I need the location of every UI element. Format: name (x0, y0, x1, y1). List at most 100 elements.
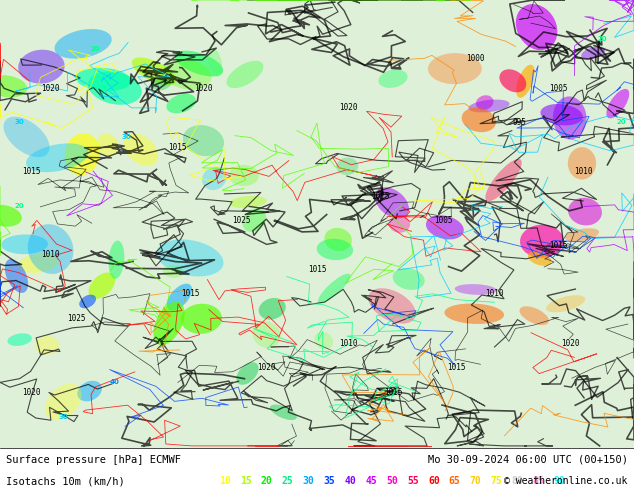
Text: 20: 20 (14, 203, 24, 209)
Text: 1010: 1010 (485, 290, 504, 298)
Ellipse shape (167, 284, 192, 311)
Ellipse shape (18, 49, 65, 84)
Ellipse shape (455, 284, 496, 295)
Ellipse shape (28, 224, 74, 274)
Text: 45: 45 (365, 476, 377, 486)
Ellipse shape (375, 187, 409, 219)
Ellipse shape (123, 133, 158, 166)
Ellipse shape (79, 294, 96, 308)
Text: 20: 20 (616, 120, 626, 125)
Ellipse shape (270, 405, 297, 420)
Ellipse shape (89, 272, 115, 299)
Ellipse shape (519, 306, 549, 325)
Ellipse shape (428, 53, 482, 84)
Text: 70: 70 (470, 476, 482, 486)
Ellipse shape (546, 295, 585, 312)
Text: 1015: 1015 (548, 241, 567, 249)
Ellipse shape (540, 104, 583, 125)
Ellipse shape (202, 167, 226, 190)
Text: 20: 20 (261, 476, 273, 486)
Text: 30: 30 (122, 134, 132, 140)
Text: 20: 20 (90, 46, 100, 52)
Text: 85: 85 (533, 476, 545, 486)
Ellipse shape (8, 333, 32, 346)
Ellipse shape (314, 332, 333, 349)
Ellipse shape (183, 125, 224, 156)
Ellipse shape (553, 97, 586, 140)
Ellipse shape (581, 47, 605, 59)
Ellipse shape (476, 95, 494, 110)
Ellipse shape (368, 288, 416, 324)
Text: 1015: 1015 (168, 143, 187, 151)
Ellipse shape (4, 259, 28, 293)
Text: 1005: 1005 (434, 216, 453, 225)
Text: 55: 55 (407, 476, 419, 486)
Text: 1015: 1015 (181, 290, 200, 298)
Ellipse shape (565, 228, 599, 242)
Text: 1015: 1015 (307, 265, 327, 274)
Ellipse shape (132, 57, 177, 85)
Text: Mo 30-09-2024 06:00 UTC (00+150): Mo 30-09-2024 06:00 UTC (00+150) (428, 455, 628, 465)
Ellipse shape (568, 198, 602, 225)
Ellipse shape (151, 77, 171, 90)
Text: 1015: 1015 (22, 167, 41, 176)
Text: 20: 20 (597, 36, 607, 42)
Ellipse shape (35, 336, 59, 355)
Ellipse shape (444, 303, 504, 324)
Text: 10: 10 (219, 476, 231, 486)
Ellipse shape (208, 48, 222, 77)
Text: 1020: 1020 (22, 388, 41, 396)
Ellipse shape (486, 159, 522, 201)
Text: 80: 80 (512, 476, 524, 486)
Text: 1015: 1015 (371, 192, 390, 200)
Text: 15: 15 (240, 476, 252, 486)
Ellipse shape (1, 234, 48, 254)
Ellipse shape (26, 144, 89, 172)
Ellipse shape (469, 99, 510, 112)
Text: 1010: 1010 (41, 250, 60, 259)
Text: 50: 50 (386, 476, 398, 486)
Ellipse shape (378, 70, 408, 88)
Ellipse shape (0, 75, 27, 98)
Text: 30: 30 (302, 476, 314, 486)
Ellipse shape (500, 69, 526, 92)
Text: 60: 60 (428, 476, 440, 486)
Ellipse shape (153, 301, 184, 345)
Ellipse shape (392, 268, 425, 290)
Text: © weatheronline.co.uk: © weatheronline.co.uk (504, 476, 628, 486)
Ellipse shape (4, 117, 49, 157)
Ellipse shape (88, 72, 142, 105)
Text: 1020: 1020 (257, 363, 276, 372)
Text: 1000: 1000 (466, 54, 485, 63)
Ellipse shape (325, 228, 352, 251)
Text: Surface pressure [hPa] ECMWF: Surface pressure [hPa] ECMWF (6, 455, 181, 465)
Text: 1010: 1010 (339, 339, 358, 347)
Ellipse shape (166, 94, 196, 113)
Ellipse shape (317, 239, 353, 260)
Ellipse shape (318, 273, 351, 303)
Ellipse shape (108, 241, 124, 279)
Ellipse shape (568, 147, 596, 179)
Text: 35: 35 (323, 476, 335, 486)
Ellipse shape (55, 29, 112, 59)
Ellipse shape (252, 321, 281, 348)
Ellipse shape (389, 216, 410, 233)
Ellipse shape (96, 134, 119, 156)
Ellipse shape (336, 157, 358, 175)
Text: 995: 995 (513, 118, 527, 127)
Ellipse shape (229, 165, 259, 186)
Ellipse shape (516, 65, 534, 98)
Text: 1020: 1020 (339, 103, 358, 112)
Text: 1020: 1020 (193, 84, 212, 93)
Ellipse shape (175, 50, 223, 76)
Text: 25: 25 (281, 476, 294, 486)
Ellipse shape (462, 108, 496, 132)
Text: 75: 75 (491, 476, 503, 486)
Ellipse shape (65, 133, 100, 175)
Ellipse shape (606, 89, 629, 119)
Text: 1015: 1015 (384, 388, 403, 396)
Text: 1020: 1020 (561, 339, 580, 347)
Ellipse shape (426, 215, 464, 240)
Ellipse shape (0, 205, 22, 227)
Text: 1025: 1025 (67, 314, 86, 323)
